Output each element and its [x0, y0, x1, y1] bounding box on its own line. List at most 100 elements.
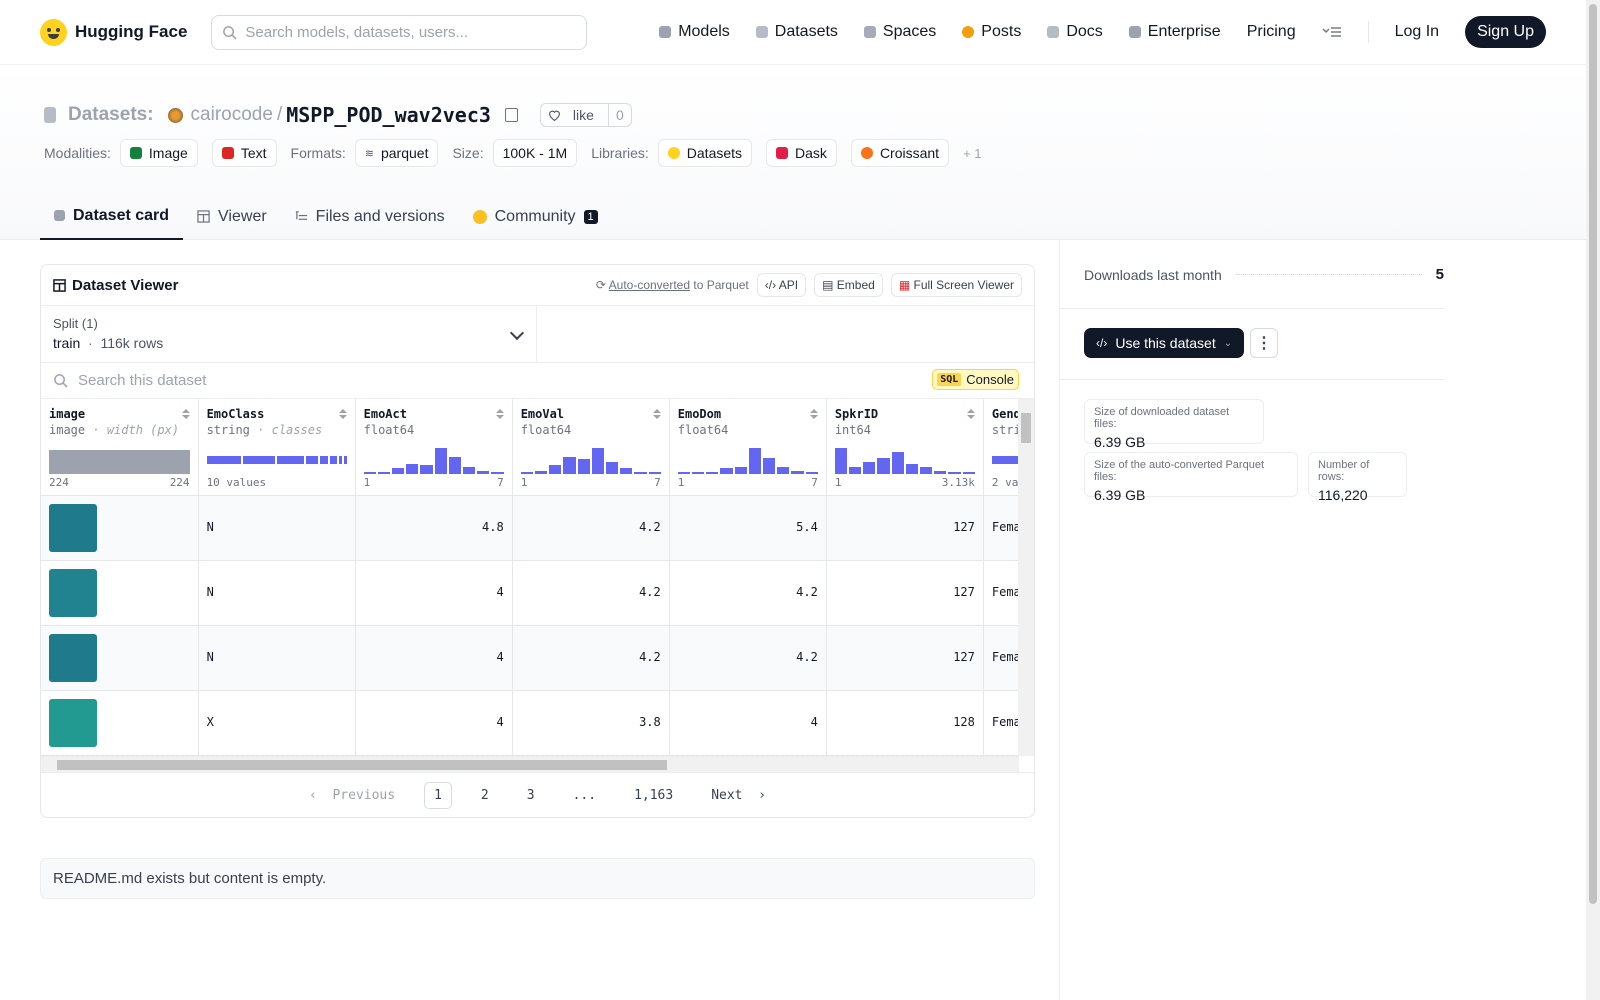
histogram-bar[interactable]: [863, 462, 876, 474]
histogram-bar[interactable]: [762, 458, 776, 474]
histogram-bar[interactable]: [691, 472, 705, 474]
tag-library-croissant[interactable]: Croissant: [850, 139, 950, 167]
histogram-bar[interactable]: [648, 472, 661, 474]
tag-modality-image[interactable]: Image: [119, 139, 198, 167]
cell-emoval[interactable]: 4.2: [512, 495, 670, 561]
histogram-bar[interactable]: [962, 472, 975, 474]
nav-models[interactable]: Models: [659, 23, 730, 41]
cell-image[interactable]: [41, 755, 199, 756]
histogram-bar[interactable]: [777, 466, 790, 474]
tag-format-parquet[interactable]: ≋ parquet: [354, 139, 439, 167]
cell-emoval[interactable]: 4.2: [512, 560, 670, 626]
login-link[interactable]: Log In: [1394, 23, 1440, 40]
sort-icon[interactable]: [495, 409, 504, 419]
nav-posts[interactable]: Posts: [962, 23, 1021, 41]
scroll-thumb[interactable]: [57, 760, 667, 770]
class-bar[interactable]: [276, 456, 304, 464]
sql-console-button[interactable]: SQL Console: [932, 369, 1019, 390]
column-header-spkrid[interactable]: SpkrID int64 1 3.13k: [826, 399, 984, 496]
histogram-bar[interactable]: [805, 472, 818, 474]
sort-icon[interactable]: [966, 409, 975, 419]
histogram-bar[interactable]: [948, 472, 961, 474]
histogram-bar[interactable]: [477, 470, 490, 474]
cell-spkrid[interactable]: 127: [826, 560, 984, 626]
class-bar[interactable]: [319, 456, 329, 464]
cell-emodom[interactable]: 4: [669, 690, 827, 756]
cell-emoval[interactable]: 4.2: [512, 625, 670, 691]
histogram-bar[interactable]: [49, 450, 190, 474]
histogram-bar[interactable]: [377, 471, 391, 474]
auto-converted-link[interactable]: Auto-converted: [608, 278, 691, 292]
page-button-1[interactable]: 1: [424, 782, 452, 809]
sort-icon[interactable]: [338, 409, 347, 419]
cell-emoclass[interactable]: N: [198, 625, 356, 691]
nav-pricing[interactable]: Pricing: [1246, 23, 1296, 40]
histogram-bar[interactable]: [634, 471, 647, 474]
histogram-bar[interactable]: [720, 468, 733, 474]
class-bar[interactable]: [344, 456, 347, 464]
tab-community[interactable]: Community 1: [459, 193, 612, 240]
histogram-bar[interactable]: [448, 456, 462, 474]
image-thumbnail[interactable]: [49, 568, 97, 617]
cell-gender[interactable]: Female: [983, 625, 1019, 691]
cell-emoact[interactable]: 4: [355, 560, 513, 626]
cell-emoclass[interactable]: N: [198, 560, 356, 626]
page-button-2[interactable]: 2: [480, 788, 489, 803]
page-scroll-thumb[interactable]: [1589, 4, 1597, 904]
tab-files[interactable]: Files and versions: [281, 193, 459, 240]
cell-emodom[interactable]: [669, 755, 827, 756]
table-row[interactable]: N4.84.25.4127Female: [41, 495, 1019, 561]
page-button-last[interactable]: 1,163: [634, 788, 674, 803]
histogram-bar[interactable]: [677, 472, 690, 474]
cell-gender[interactable]: [983, 755, 1019, 756]
tag-size[interactable]: 100K - 1M: [492, 139, 578, 167]
image-thumbnail[interactable]: [49, 698, 97, 747]
table-row[interactable]: [41, 755, 1019, 756]
histogram-bar[interactable]: [363, 472, 376, 474]
full-screen-button[interactable]: ▦ Full Screen Viewer: [890, 273, 1022, 297]
image-thumbnail[interactable]: [49, 633, 97, 682]
tag-library-datasets[interactable]: Datasets: [657, 139, 753, 167]
histogram-bar[interactable]: [934, 470, 947, 474]
dataset-search-input[interactable]: Search this dataset SQL Console: [41, 363, 1034, 399]
histogram-bar[interactable]: [577, 459, 590, 474]
previous-page-button[interactable]: ‹ Previous: [308, 788, 396, 803]
use-dataset-button[interactable]: ‹/› Use this dataset ⌄: [1084, 328, 1245, 358]
table-row[interactable]: X43.84128Female: [41, 690, 1019, 756]
cell-emoact[interactable]: 4.8: [355, 495, 513, 561]
histogram-bar[interactable]: [491, 472, 504, 474]
signup-button[interactable]: Sign Up: [1465, 16, 1546, 48]
histogram-bar[interactable]: [406, 463, 419, 474]
org-link[interactable]: cairocode: [190, 104, 273, 125]
column-header-emodom[interactable]: EmoDom float64 1 7: [669, 399, 827, 496]
page-button-3[interactable]: 3: [526, 788, 535, 803]
table-horizontal-scrollbar[interactable]: [41, 756, 1019, 772]
cell-image[interactable]: [41, 560, 199, 626]
cell-spkrid[interactable]: 127: [826, 625, 984, 691]
histogram-bar[interactable]: [420, 465, 433, 474]
global-search-input[interactable]: Search models, datasets, users...: [211, 14, 588, 50]
histogram-bar[interactable]: [591, 448, 604, 474]
cell-emoact[interactable]: 4: [355, 690, 513, 756]
sort-icon[interactable]: [809, 409, 818, 419]
histogram-bar[interactable]: [434, 448, 447, 474]
nav-docs[interactable]: Docs: [1047, 23, 1103, 41]
cell-emoact[interactable]: [355, 755, 513, 756]
cell-emodom[interactable]: 4.2: [669, 625, 827, 691]
table-vertical-scrollbar[interactable]: [1018, 399, 1034, 756]
histogram-bar[interactable]: [563, 457, 576, 474]
more-options-button[interactable]: ⋮: [1250, 328, 1278, 358]
cell-gender[interactable]: Female: [983, 690, 1019, 756]
more-libraries[interactable]: + 1: [963, 145, 982, 161]
column-header-emoval[interactable]: EmoVal float64 1 7: [512, 399, 670, 496]
cell-image[interactable]: [41, 625, 199, 691]
histogram-bar[interactable]: [706, 471, 719, 474]
column-header-gender[interactable]: Gender string · classes 2 values: [983, 399, 1019, 496]
api-button[interactable]: ‹/› API: [756, 273, 807, 297]
brand-logo[interactable]: Hugging Face: [40, 18, 187, 46]
cell-spkrid[interactable]: [826, 755, 984, 756]
histogram-bar[interactable]: [549, 465, 562, 474]
cell-emoval[interactable]: [512, 755, 670, 756]
nav-datasets[interactable]: Datasets: [755, 23, 838, 41]
cell-gender[interactable]: Female: [983, 495, 1019, 561]
